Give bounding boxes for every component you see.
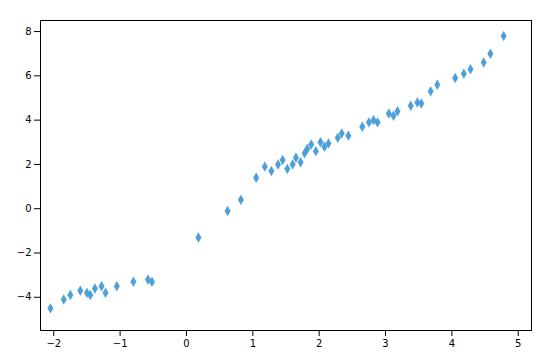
svg-text:4: 4 <box>25 114 31 125</box>
svg-text:0: 0 <box>25 203 31 214</box>
svg-text:−2: −2 <box>17 247 32 258</box>
svg-text:1: 1 <box>250 338 256 349</box>
svg-text:6: 6 <box>25 70 31 81</box>
svg-text:2: 2 <box>25 159 31 170</box>
svg-text:2: 2 <box>316 338 322 349</box>
svg-text:−4: −4 <box>17 291 32 302</box>
svg-text:8: 8 <box>25 26 31 37</box>
svg-text:5: 5 <box>515 338 521 349</box>
svg-text:−1: −1 <box>113 338 128 349</box>
svg-text:4: 4 <box>449 338 455 349</box>
svg-text:3: 3 <box>382 338 388 349</box>
svg-text:0: 0 <box>183 338 189 349</box>
svg-text:−2: −2 <box>46 338 61 349</box>
